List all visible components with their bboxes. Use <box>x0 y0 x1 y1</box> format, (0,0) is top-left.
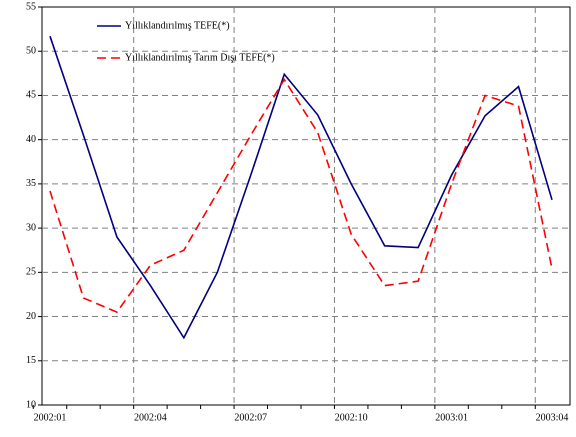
x-tick-label: 2002:10 <box>335 412 368 423</box>
y-tick-label: 10 <box>26 399 36 410</box>
legend-label: Yıllıklandırılmış Tarım Dışı TEFE(*) <box>125 52 275 63</box>
y-tick-label: 55 <box>26 1 36 12</box>
x-tick-label: 2003:04 <box>536 412 569 423</box>
y-tick-label: 45 <box>26 90 36 101</box>
x-tick-label: 2002:01 <box>34 412 67 423</box>
plot-area <box>41 6 571 406</box>
y-tick-label: 25 <box>26 267 36 278</box>
data-line <box>49 77 553 314</box>
x-tick-label: 2002:04 <box>134 412 167 423</box>
y-tick-label: 15 <box>26 355 36 366</box>
x-tick-label: 2002:07 <box>234 412 267 423</box>
data-line <box>49 35 553 340</box>
y-tick-label: 30 <box>26 222 36 233</box>
y-tick-label: 40 <box>26 134 36 145</box>
y-tick-label: 20 <box>26 311 36 322</box>
y-tick-label: 35 <box>26 178 36 189</box>
legend-label: Yıllıklandırılmış TEFE(*) <box>125 20 230 31</box>
y-tick-label: 50 <box>26 46 36 57</box>
x-tick-label: 2003:01 <box>435 412 468 423</box>
